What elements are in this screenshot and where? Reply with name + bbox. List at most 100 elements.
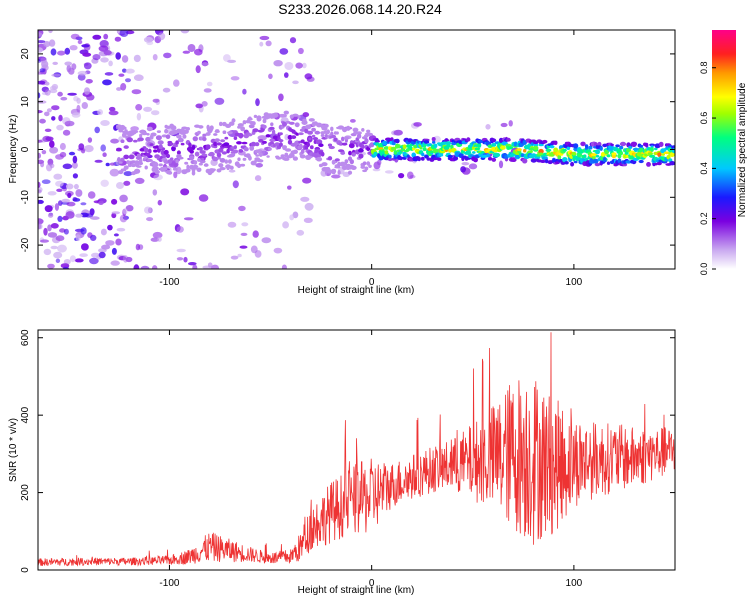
spectrogram-noise-cell — [92, 54, 101, 61]
spectrogram-ridge-cell — [612, 146, 619, 152]
spectrogram-noise-cell — [40, 161, 45, 168]
spectrogram-ridge-cell — [231, 152, 236, 157]
spectrogram-noise-cell — [176, 257, 184, 261]
spectrogram-noise-cell — [89, 208, 95, 216]
spectrogram-noise-cell — [116, 227, 126, 232]
spectrogram-ridge-cell — [165, 125, 171, 129]
spectrogram-ridge-cell — [432, 148, 439, 154]
spectrogram-ridge-cell — [309, 145, 314, 150]
colorbar-gradient — [712, 30, 736, 269]
spectrogram-noise-cell — [152, 231, 163, 239]
spectrogram-ridge-cell — [512, 157, 516, 162]
spectrogram-ridge-cell — [316, 122, 323, 128]
spectrogram-ridge-cell — [564, 161, 569, 165]
spectrogram-ridge-cell — [161, 166, 168, 171]
spectrogram-ridge-cell — [390, 146, 397, 151]
spectrogram-ridge-cell — [364, 138, 369, 144]
spectrogram-ridge-cell — [126, 137, 133, 143]
spectrogram-noise-cell — [151, 110, 160, 116]
spectrogram-ridge-cell — [445, 141, 452, 146]
spectrogram-noise-cell — [38, 32, 43, 38]
spectrogram-ridge-cell — [346, 125, 351, 131]
spectrogram-ridge-cell — [422, 147, 427, 152]
spectrogram-ridge-cell — [340, 151, 346, 155]
spectrogram-ridge-cell — [544, 159, 549, 164]
spectrogram-ridge-cell — [356, 131, 362, 135]
spectrogram-ridge-cell — [300, 139, 305, 144]
spectrogram-ridge-cell — [123, 145, 129, 149]
spectrogram-ridge-cell — [571, 151, 577, 156]
spectrogram-noise-cell — [56, 124, 64, 131]
spectrogram-ridge-cell — [155, 135, 162, 141]
spectrogram-noise-cell — [198, 194, 209, 202]
spectrogram-noise-cell — [45, 136, 54, 142]
spectrogram-noise-cell — [68, 151, 76, 156]
spectrogram-noise-cell — [282, 221, 289, 229]
spectrogram-noise-cell — [372, 168, 381, 172]
spectrogram-ridge-cell — [165, 134, 171, 139]
spectrogram-noise-cell — [176, 226, 184, 233]
spectrogram-noise-cell — [59, 151, 67, 158]
spectrogram-ridge-cell — [352, 127, 359, 132]
spectrogram-noise-cell — [47, 232, 58, 238]
spectrogram-ridge-cell — [361, 127, 365, 132]
spectrogram-ridge-cell — [364, 166, 369, 171]
spectrogram-ridge-cell — [139, 133, 143, 138]
spectrogram-ridge-cell — [661, 153, 665, 156]
spectrogram-ridge-cell — [249, 145, 255, 151]
spectrogram-ridge-cell — [649, 154, 656, 158]
spectrogram-ridge-cell — [198, 125, 204, 129]
spectrogram-ridge-cell — [315, 139, 323, 145]
spectrogram-noise-cell — [56, 188, 63, 192]
spectrogram-noise-cell — [111, 247, 117, 255]
spectrogram-noise-cell — [144, 206, 152, 214]
spectrogram-ridge-cell — [193, 167, 198, 170]
spectrogram-ridge-cell — [527, 150, 533, 154]
spectrogram-noise-cell — [83, 62, 92, 70]
spectrogram-ridge-cell — [472, 151, 476, 154]
spectrogram-noise-cell — [48, 30, 53, 34]
spectrogram-noise-cell — [237, 253, 242, 258]
spectrogram-noise-cell — [115, 238, 122, 246]
spectrogram-noise-cell — [71, 162, 78, 169]
spectrogram-ridge-cell — [198, 162, 203, 166]
spectrogram-noise-cell — [59, 142, 66, 151]
spectrogram-ridge-cell — [242, 120, 247, 125]
spectrogram-noise-cell — [109, 162, 116, 166]
spectrogram-noise-cell — [38, 47, 43, 53]
spectrogram-ridge-cell — [229, 165, 234, 170]
spectrogram-ridge-cell — [374, 139, 380, 143]
spectrogram-ridge-cell — [209, 125, 214, 131]
spectrogram-x-label: Height of straight line (km) — [298, 285, 415, 296]
spectrogram-ridge-cell — [433, 143, 438, 148]
spectrogram-ridge-cell — [182, 134, 187, 139]
spectrogram-ridge-cell — [347, 170, 353, 175]
spectrogram-noise-cell — [72, 173, 78, 179]
spectrogram-ridge-cell — [491, 138, 497, 143]
spectrogram-ridge-cell — [590, 153, 598, 157]
spectrogram-ridge-cell — [655, 159, 660, 163]
spectrogram-ridge-cell — [562, 148, 567, 152]
spectrogram-noise-cell — [74, 258, 84, 263]
spectrogram-ridge-cell — [538, 143, 544, 147]
spectrogram-ridge-cell — [167, 171, 173, 175]
spectrogram-noise-cell — [122, 208, 128, 215]
spectrogram-ridge-cell — [304, 146, 309, 150]
spectrogram-ridge-cell — [143, 147, 149, 153]
spectrogram-ridge-cell — [253, 114, 258, 118]
spectrogram-ridge-cell — [287, 139, 293, 145]
spectrogram-ridge-cell — [321, 127, 328, 131]
spectrogram-ridge-cell — [356, 133, 362, 139]
spectrogram-noise-cell — [146, 217, 154, 222]
spectrogram-noise-cell — [80, 227, 87, 235]
spectrogram-ridge-cell — [153, 149, 158, 153]
spectrogram-ridge-cell — [282, 145, 287, 149]
spectrogram-ridge-cell — [507, 146, 514, 150]
spectrogram-noise-cell — [331, 174, 341, 179]
spectrogram-noise-cell — [38, 218, 44, 225]
spectrogram-ridge-cell — [216, 152, 222, 158]
spectrogram-ridge-cell — [360, 165, 366, 169]
spectrogram-noise-cell — [109, 168, 120, 177]
spectrogram-noise-cell — [65, 211, 75, 219]
snr-y-ticks: 0 200 400 600 — [20, 329, 675, 573]
